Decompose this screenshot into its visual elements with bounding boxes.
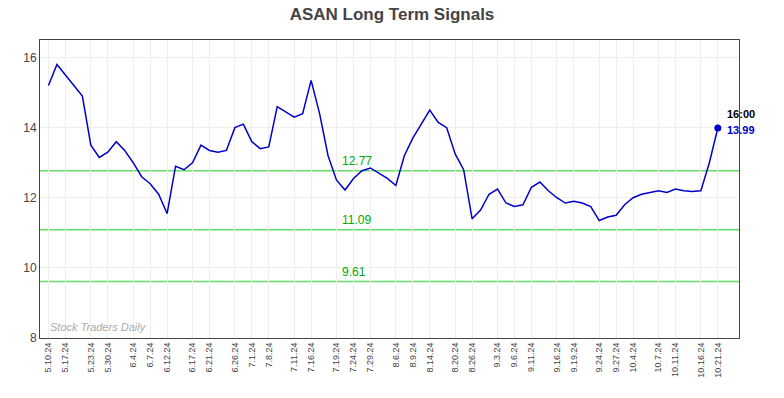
svg-text:7.29.24: 7.29.24 <box>365 343 375 373</box>
svg-text:6.17.24: 6.17.24 <box>187 343 197 373</box>
svg-text:7.1.24: 7.1.24 <box>247 343 257 368</box>
svg-text:9.61: 9.61 <box>342 265 366 279</box>
svg-text:12.77: 12.77 <box>342 154 372 168</box>
svg-text:10: 10 <box>23 261 37 275</box>
svg-text:9.6.24: 9.6.24 <box>509 343 519 368</box>
svg-text:8.20.24: 8.20.24 <box>450 343 460 373</box>
svg-text:6.4.24: 6.4.24 <box>128 343 138 368</box>
svg-text:9.11.24: 9.11.24 <box>526 343 536 372</box>
svg-text:10.11.24: 10.11.24 <box>670 343 680 377</box>
svg-text:ASAN Long Term Signals: ASAN Long Term Signals <box>290 5 495 24</box>
svg-text:8.14.24: 8.14.24 <box>425 343 435 373</box>
svg-text:9.19.24: 9.19.24 <box>569 343 579 373</box>
svg-text:6.21.24: 6.21.24 <box>204 343 214 373</box>
svg-text:6.7.24: 6.7.24 <box>145 343 155 368</box>
svg-text:7.8.24: 7.8.24 <box>264 343 274 368</box>
svg-text:11.09: 11.09 <box>342 213 371 227</box>
svg-text:6.12.24: 6.12.24 <box>162 343 172 373</box>
svg-text:12: 12 <box>23 191 37 205</box>
svg-text:7.19.24: 7.19.24 <box>331 343 341 373</box>
svg-text:14: 14 <box>23 121 37 135</box>
svg-text:8.6.24: 8.6.24 <box>391 343 401 368</box>
svg-text:5.23.24: 5.23.24 <box>86 343 96 373</box>
svg-text:13.99: 13.99 <box>727 124 755 136</box>
svg-text:5.17.24: 5.17.24 <box>60 343 70 373</box>
svg-text:16:00: 16:00 <box>727 108 755 120</box>
svg-text:9.3.24: 9.3.24 <box>492 343 502 368</box>
svg-text:9.27.24: 9.27.24 <box>611 343 621 373</box>
svg-text:8.9.24: 8.9.24 <box>408 343 418 368</box>
svg-text:10.21.24: 10.21.24 <box>713 343 723 378</box>
svg-text:10.7.24: 10.7.24 <box>653 343 663 373</box>
svg-text:5.30.24: 5.30.24 <box>103 343 113 373</box>
svg-text:5.10.24: 5.10.24 <box>43 343 53 373</box>
svg-text:9.16.24: 9.16.24 <box>552 343 562 373</box>
svg-text:10.16.24: 10.16.24 <box>696 343 706 378</box>
svg-text:6.26.24: 6.26.24 <box>230 343 240 373</box>
svg-text:7.16.24: 7.16.24 <box>306 343 316 373</box>
svg-text:Stock Traders Daily: Stock Traders Daily <box>50 321 147 333</box>
svg-text:7.11.24: 7.11.24 <box>289 343 299 372</box>
svg-text:8.26.24: 8.26.24 <box>467 343 477 373</box>
svg-text:10.4.24: 10.4.24 <box>628 343 638 373</box>
svg-text:16: 16 <box>23 51 37 65</box>
svg-text:9.24.24: 9.24.24 <box>594 343 604 373</box>
svg-text:8: 8 <box>30 331 37 345</box>
svg-text:7.24.24: 7.24.24 <box>348 343 358 373</box>
